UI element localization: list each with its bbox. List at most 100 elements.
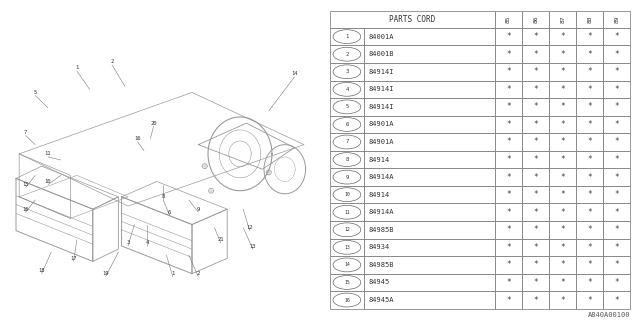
Bar bbox=[549, 204, 576, 221]
Text: 84985B: 84985B bbox=[368, 262, 394, 268]
Text: *: * bbox=[533, 278, 538, 287]
Bar bbox=[522, 291, 549, 309]
Text: 84914I: 84914I bbox=[368, 104, 394, 110]
Text: *: * bbox=[561, 102, 565, 111]
Bar bbox=[549, 63, 576, 81]
Text: 84914I: 84914I bbox=[368, 86, 394, 92]
Text: 4: 4 bbox=[345, 87, 349, 92]
Bar bbox=[364, 186, 495, 204]
Text: 7: 7 bbox=[345, 140, 349, 145]
Text: 2: 2 bbox=[196, 271, 200, 276]
Bar bbox=[549, 291, 576, 309]
Text: 6: 6 bbox=[168, 210, 172, 215]
Text: *: * bbox=[533, 50, 538, 59]
Text: 3: 3 bbox=[126, 240, 130, 245]
Bar bbox=[495, 11, 522, 28]
Text: *: * bbox=[588, 278, 592, 287]
Text: *: * bbox=[588, 208, 592, 217]
Bar bbox=[604, 186, 630, 204]
Text: *: * bbox=[506, 120, 511, 129]
Bar bbox=[549, 98, 576, 116]
Text: *: * bbox=[506, 278, 511, 287]
Text: *: * bbox=[506, 172, 511, 182]
Circle shape bbox=[333, 135, 361, 149]
Text: 10: 10 bbox=[344, 192, 350, 197]
Text: 4: 4 bbox=[145, 240, 149, 245]
Text: *: * bbox=[533, 85, 538, 94]
Bar bbox=[576, 116, 604, 133]
Bar bbox=[576, 204, 604, 221]
Bar bbox=[495, 45, 522, 63]
Bar bbox=[522, 81, 549, 98]
Text: *: * bbox=[614, 172, 619, 182]
Bar bbox=[495, 98, 522, 116]
Text: 84914A: 84914A bbox=[368, 209, 394, 215]
Bar bbox=[522, 133, 549, 151]
Circle shape bbox=[333, 276, 361, 289]
Text: 84945: 84945 bbox=[368, 279, 389, 285]
Bar bbox=[604, 239, 630, 256]
Bar bbox=[576, 11, 604, 28]
Text: 5: 5 bbox=[345, 104, 349, 109]
Bar bbox=[495, 274, 522, 291]
Circle shape bbox=[333, 47, 361, 61]
Text: *: * bbox=[588, 225, 592, 234]
Bar bbox=[604, 256, 630, 274]
Text: *: * bbox=[614, 190, 619, 199]
Bar bbox=[522, 168, 549, 186]
Text: *: * bbox=[561, 85, 565, 94]
Text: *: * bbox=[588, 260, 592, 269]
Text: 84901A: 84901A bbox=[368, 139, 394, 145]
Bar bbox=[604, 151, 630, 168]
Circle shape bbox=[333, 223, 361, 237]
Text: *: * bbox=[588, 85, 592, 94]
Circle shape bbox=[333, 188, 361, 202]
Text: *: * bbox=[588, 67, 592, 76]
Text: 16: 16 bbox=[344, 298, 350, 302]
Text: *: * bbox=[588, 243, 592, 252]
Text: 9: 9 bbox=[196, 207, 200, 212]
Text: 88: 88 bbox=[588, 16, 592, 23]
Bar bbox=[364, 28, 495, 45]
Bar bbox=[549, 256, 576, 274]
Bar bbox=[604, 221, 630, 239]
Text: 84985B: 84985B bbox=[368, 227, 394, 233]
Bar bbox=[364, 221, 495, 239]
Bar bbox=[522, 256, 549, 274]
Text: *: * bbox=[506, 190, 511, 199]
Circle shape bbox=[333, 30, 361, 44]
Bar bbox=[576, 186, 604, 204]
Bar bbox=[495, 221, 522, 239]
Bar bbox=[330, 256, 364, 274]
Bar bbox=[330, 151, 364, 168]
Bar bbox=[330, 98, 364, 116]
Text: *: * bbox=[506, 208, 511, 217]
Bar bbox=[604, 168, 630, 186]
Bar bbox=[576, 151, 604, 168]
Bar bbox=[576, 221, 604, 239]
Circle shape bbox=[333, 293, 361, 307]
Text: 84945A: 84945A bbox=[368, 297, 394, 303]
Bar bbox=[549, 186, 576, 204]
Text: 84914A: 84914A bbox=[368, 174, 394, 180]
Text: 12: 12 bbox=[246, 225, 253, 230]
Text: *: * bbox=[614, 32, 619, 41]
Text: *: * bbox=[561, 208, 565, 217]
Bar bbox=[549, 274, 576, 291]
Bar bbox=[522, 63, 549, 81]
Bar bbox=[330, 28, 364, 45]
Text: *: * bbox=[533, 243, 538, 252]
Text: *: * bbox=[533, 138, 538, 147]
Bar bbox=[549, 168, 576, 186]
Text: *: * bbox=[506, 260, 511, 269]
Text: *: * bbox=[533, 172, 538, 182]
Bar bbox=[495, 63, 522, 81]
Text: 7: 7 bbox=[24, 130, 28, 135]
Bar bbox=[604, 81, 630, 98]
Bar bbox=[330, 291, 364, 309]
Text: 84914: 84914 bbox=[368, 156, 389, 163]
Text: *: * bbox=[614, 138, 619, 147]
Text: *: * bbox=[533, 32, 538, 41]
Bar bbox=[364, 151, 495, 168]
Circle shape bbox=[333, 65, 361, 79]
